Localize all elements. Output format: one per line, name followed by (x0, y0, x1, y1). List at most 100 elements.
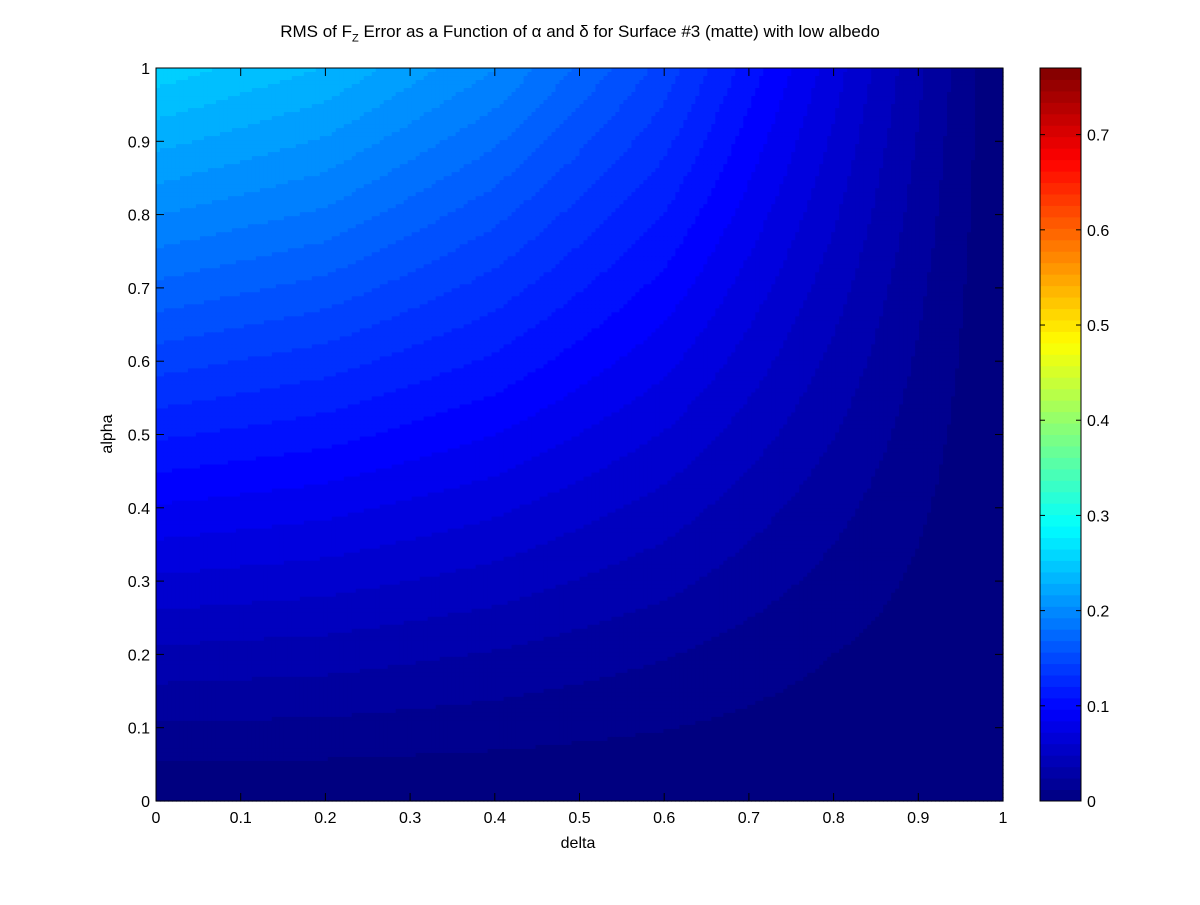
heatmap-cell (711, 112, 716, 117)
heatmap-cell (555, 112, 561, 117)
heatmap-cell (831, 148, 836, 153)
heatmap-cell (827, 92, 832, 97)
heatmap-cell (995, 116, 1000, 121)
heatmap-cell (535, 148, 541, 153)
heatmap-cell (831, 96, 836, 101)
heatmap-cell (311, 100, 317, 105)
heatmap-cell (215, 128, 221, 133)
heatmap-cell (579, 148, 585, 153)
heatmap-cell (279, 108, 285, 113)
heatmap-cell (875, 144, 880, 149)
heatmap-cell (895, 144, 900, 149)
heatmap-cell (687, 96, 692, 101)
heatmap-cell (707, 132, 712, 137)
heatmap-cell (819, 100, 824, 105)
heatmap-cell (723, 96, 728, 101)
heatmap-cell (527, 136, 533, 141)
heatmap-cell (963, 72, 968, 77)
heatmap-cell (291, 100, 297, 105)
heatmap-cell (927, 152, 932, 157)
heatmap-cell (603, 156, 609, 161)
heatmap-cell (515, 80, 521, 85)
heatmap-cell (603, 108, 609, 113)
heatmap-cell (975, 104, 980, 109)
heatmap-cell (635, 132, 641, 137)
heatmap-cell (571, 136, 577, 141)
heatmap-cell (839, 148, 844, 153)
heatmap-cell (331, 136, 337, 141)
heatmap-cell (587, 152, 593, 157)
heatmap-cell (663, 116, 668, 121)
heatmap-cell (679, 76, 684, 81)
heatmap-cell (371, 160, 377, 165)
heatmap-cell (239, 124, 245, 129)
heatmap-cell (795, 76, 800, 81)
heatmap-cell (943, 100, 948, 105)
heatmap-cell (175, 80, 181, 85)
heatmap-cell (995, 112, 1000, 117)
heatmap-cell (519, 116, 525, 121)
heatmap-cell (163, 116, 169, 121)
heatmap-cell (487, 96, 493, 101)
heatmap-cell (167, 156, 173, 161)
heatmap-cell (163, 80, 169, 85)
heatmap-cell (263, 132, 269, 137)
heatmap-cell (903, 96, 908, 101)
heatmap-cell (899, 72, 904, 77)
heatmap-cell (403, 100, 409, 105)
heatmap-cell (983, 84, 988, 89)
heatmap-cell (239, 88, 245, 93)
heatmap-cell (175, 136, 181, 141)
heatmap-cell (675, 80, 680, 85)
heatmap-cell (227, 96, 233, 101)
heatmap-cell (635, 116, 641, 121)
heatmap-cell (543, 68, 549, 73)
heatmap-cell (263, 136, 269, 141)
heatmap-cell (603, 160, 609, 165)
heatmap-cell (547, 152, 553, 157)
heatmap-cell (639, 140, 645, 145)
title-subscript: Z (352, 32, 359, 44)
heatmap-cell (883, 128, 888, 133)
heatmap-cell (223, 92, 229, 97)
heatmap-cell (703, 152, 708, 157)
heatmap-cell (723, 152, 728, 157)
heatmap-cell (731, 140, 736, 145)
heatmap-cell (179, 96, 185, 101)
heatmap-cell (607, 92, 613, 97)
heatmap-cell (491, 84, 497, 89)
heatmap-cell (695, 80, 700, 85)
heatmap-cell (263, 80, 269, 85)
heatmap-cell (967, 156, 972, 161)
heatmap-cell (199, 104, 205, 109)
heatmap-cell (567, 104, 573, 109)
heatmap-cell (247, 96, 253, 101)
heatmap-cell (775, 100, 780, 105)
heatmap-cell (439, 92, 445, 97)
heatmap-cell (959, 100, 964, 105)
heatmap-cell (591, 100, 597, 105)
heatmap-cell (951, 108, 956, 113)
heatmap-cell (495, 112, 501, 117)
heatmap-cell (523, 144, 529, 149)
heatmap-cell (156, 152, 161, 157)
heatmap-cell (339, 136, 345, 141)
heatmap-cell (547, 124, 553, 129)
heatmap-cell (971, 120, 976, 125)
heatmap-cell (699, 144, 704, 149)
heatmap-cell (203, 124, 209, 129)
heatmap-cell (955, 108, 960, 113)
heatmap-cell (363, 100, 369, 105)
heatmap-cell (267, 124, 273, 129)
heatmap-cell (839, 84, 844, 89)
heatmap-cell (203, 92, 209, 97)
heatmap-cell (423, 144, 429, 149)
heatmap-cell (315, 108, 321, 113)
heatmap-cell (379, 96, 385, 101)
heatmap-cell (303, 68, 309, 73)
heatmap-cell (503, 84, 509, 89)
heatmap-cell (263, 116, 269, 121)
heatmap-cell (283, 84, 289, 89)
heatmap-cell (327, 84, 333, 89)
heatmap-cell (156, 160, 161, 165)
